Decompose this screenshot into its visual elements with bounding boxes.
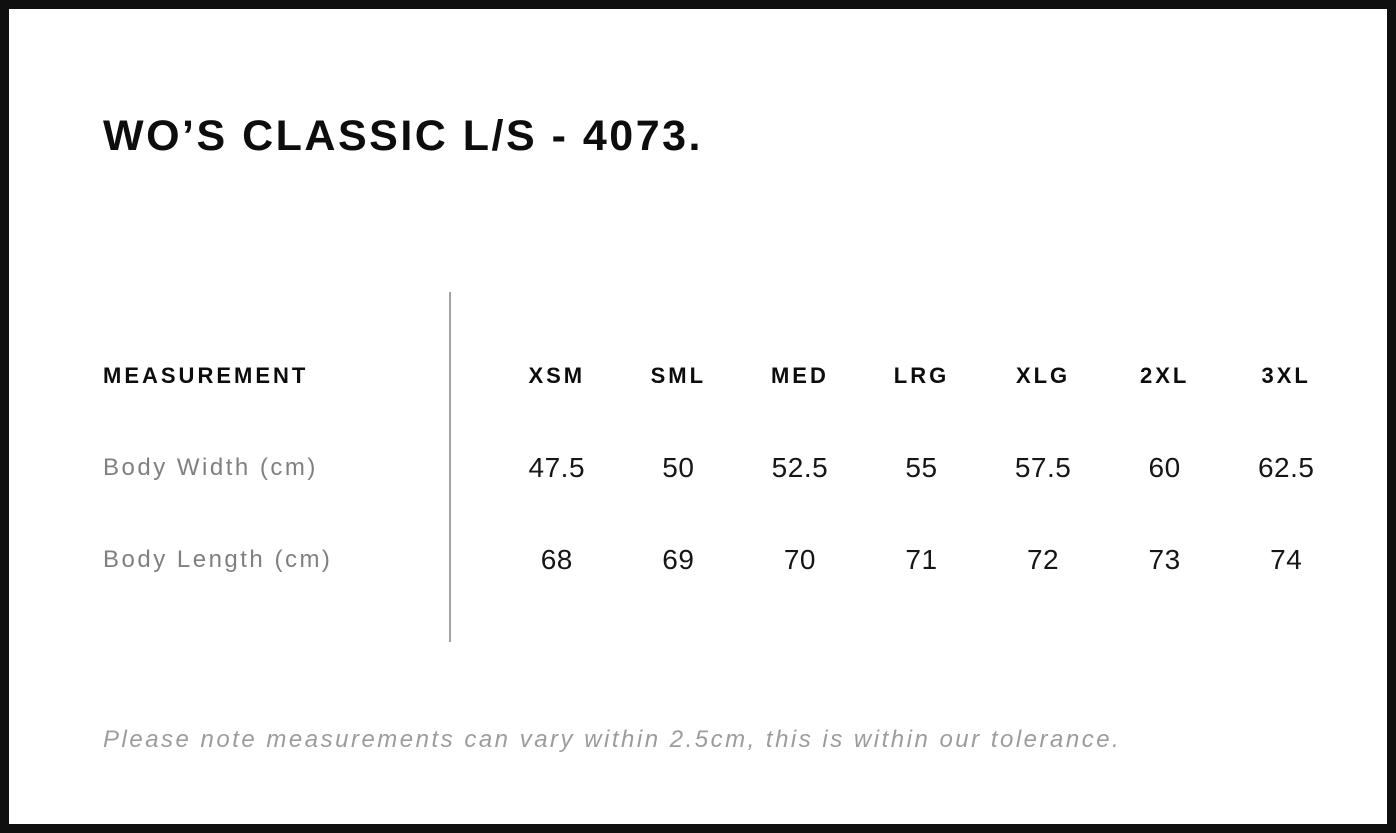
- measurement-value: 72: [1026, 544, 1060, 575]
- measurement-value: 71: [905, 544, 938, 575]
- measurement-row-label: Body Length (cm): [103, 546, 333, 573]
- table-header-row: MEASUREMENT XSM SML MED LRG XLG 2XL 3XL: [103, 356, 1347, 396]
- measurement-value: 68: [540, 544, 573, 575]
- measurement-value: 74: [1270, 544, 1303, 575]
- table-row-body-width: Body Width (cm) 47.5 50 52.5 55 57.5 60 …: [103, 448, 1347, 488]
- measurement-value: 55: [905, 452, 938, 483]
- size-column-header-xlg: XLG: [1015, 363, 1071, 388]
- measurement-value: 73: [1148, 544, 1181, 575]
- measurement-value: 52.5: [771, 452, 829, 483]
- measurement-value: 62.5: [1257, 452, 1315, 483]
- size-column-header-sml: SML: [650, 363, 707, 388]
- size-chart-table: MEASUREMENT XSM SML MED LRG XLG 2XL 3XL …: [103, 292, 1347, 642]
- measurement-value: 60: [1148, 452, 1181, 483]
- measurement-column-header: MEASUREMENT: [103, 363, 309, 388]
- table-row-body-length: Body Length (cm) 68 69 70 71 72 73 74: [103, 540, 1347, 580]
- column-divider: [449, 292, 451, 642]
- tolerance-note: Please note measurements can vary within…: [103, 726, 1122, 753]
- measurement-value: 57.5: [1014, 452, 1072, 483]
- size-column-header-2xl: 2XL: [1139, 363, 1190, 388]
- size-column-header-med: MED: [770, 363, 829, 388]
- measurement-value: 50: [662, 452, 695, 483]
- measurement-value: 47.5: [528, 452, 586, 483]
- measurement-value: 69: [662, 544, 695, 575]
- measurement-value: 70: [783, 544, 816, 575]
- size-column-header-lrg: LRG: [893, 363, 950, 388]
- size-column-header-3xl: 3XL: [1261, 363, 1311, 388]
- measurement-row-label: Body Width (cm): [103, 454, 318, 481]
- product-title: WO’S CLASSIC L/S - 4073.: [103, 112, 703, 160]
- size-column-header-xsm: XSM: [528, 363, 586, 388]
